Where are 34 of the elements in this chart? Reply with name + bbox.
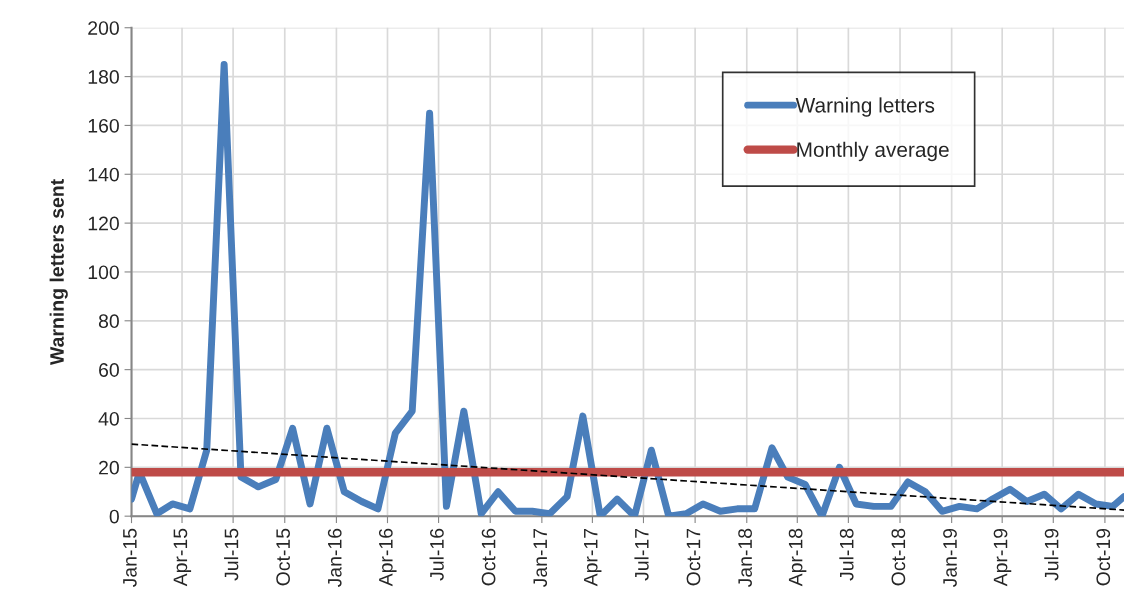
x-tick-label: Jan-19 (943, 528, 957, 588)
y-tick-label: 100 (88, 265, 119, 280)
x-tick-label: Jan-15 (123, 528, 137, 588)
x-tick-label: Apr-18 (788, 528, 807, 587)
x-tick-label: Jul-17 (634, 528, 649, 581)
x-tick-label: Apr-19 (993, 528, 1012, 587)
y-tick-label: 80 (98, 314, 119, 329)
y-tick-label: 120 (88, 216, 119, 231)
x-tick-label: Apr-15 (173, 528, 192, 587)
x-tick-label: Jul-18 (839, 528, 854, 581)
legend-label: Warning letters (795, 97, 935, 117)
y-tick-label: 160 (88, 118, 119, 133)
x-tick-label: Oct-18 (891, 528, 906, 586)
y-tick-label: 0 (109, 509, 119, 524)
x-tick-label: Oct-15 (276, 528, 290, 586)
x-tick-label: Oct-17 (686, 528, 701, 586)
x-tick-label: Jan-17 (533, 528, 548, 588)
x-tick-label: Oct-16 (481, 528, 496, 586)
x-tick-label: Oct-19 (1096, 528, 1111, 586)
x-tick-label: Jan-18 (738, 528, 752, 588)
y-tick-label: 40 (98, 411, 119, 426)
x-tick-label: Apr-16 (378, 528, 397, 587)
y-tick-label: 140 (88, 167, 119, 182)
x-tick-label: Jan-16 (327, 528, 342, 588)
x-tick-label: Apr-17 (584, 528, 602, 587)
y-tick-label: 200 (88, 21, 119, 35)
y-tick-label: 180 (88, 70, 119, 84)
x-tick-label: Jul-16 (429, 528, 444, 581)
y-tick-label: 60 (99, 363, 119, 377)
y-axis-title: Warning letters sent (49, 179, 68, 366)
x-tick-label: Jul-19 (1044, 528, 1059, 581)
legend-label: Monthly average (797, 141, 949, 162)
x-tick-label: Jul-15 (224, 528, 239, 581)
y-tick-label: 20 (99, 460, 119, 475)
